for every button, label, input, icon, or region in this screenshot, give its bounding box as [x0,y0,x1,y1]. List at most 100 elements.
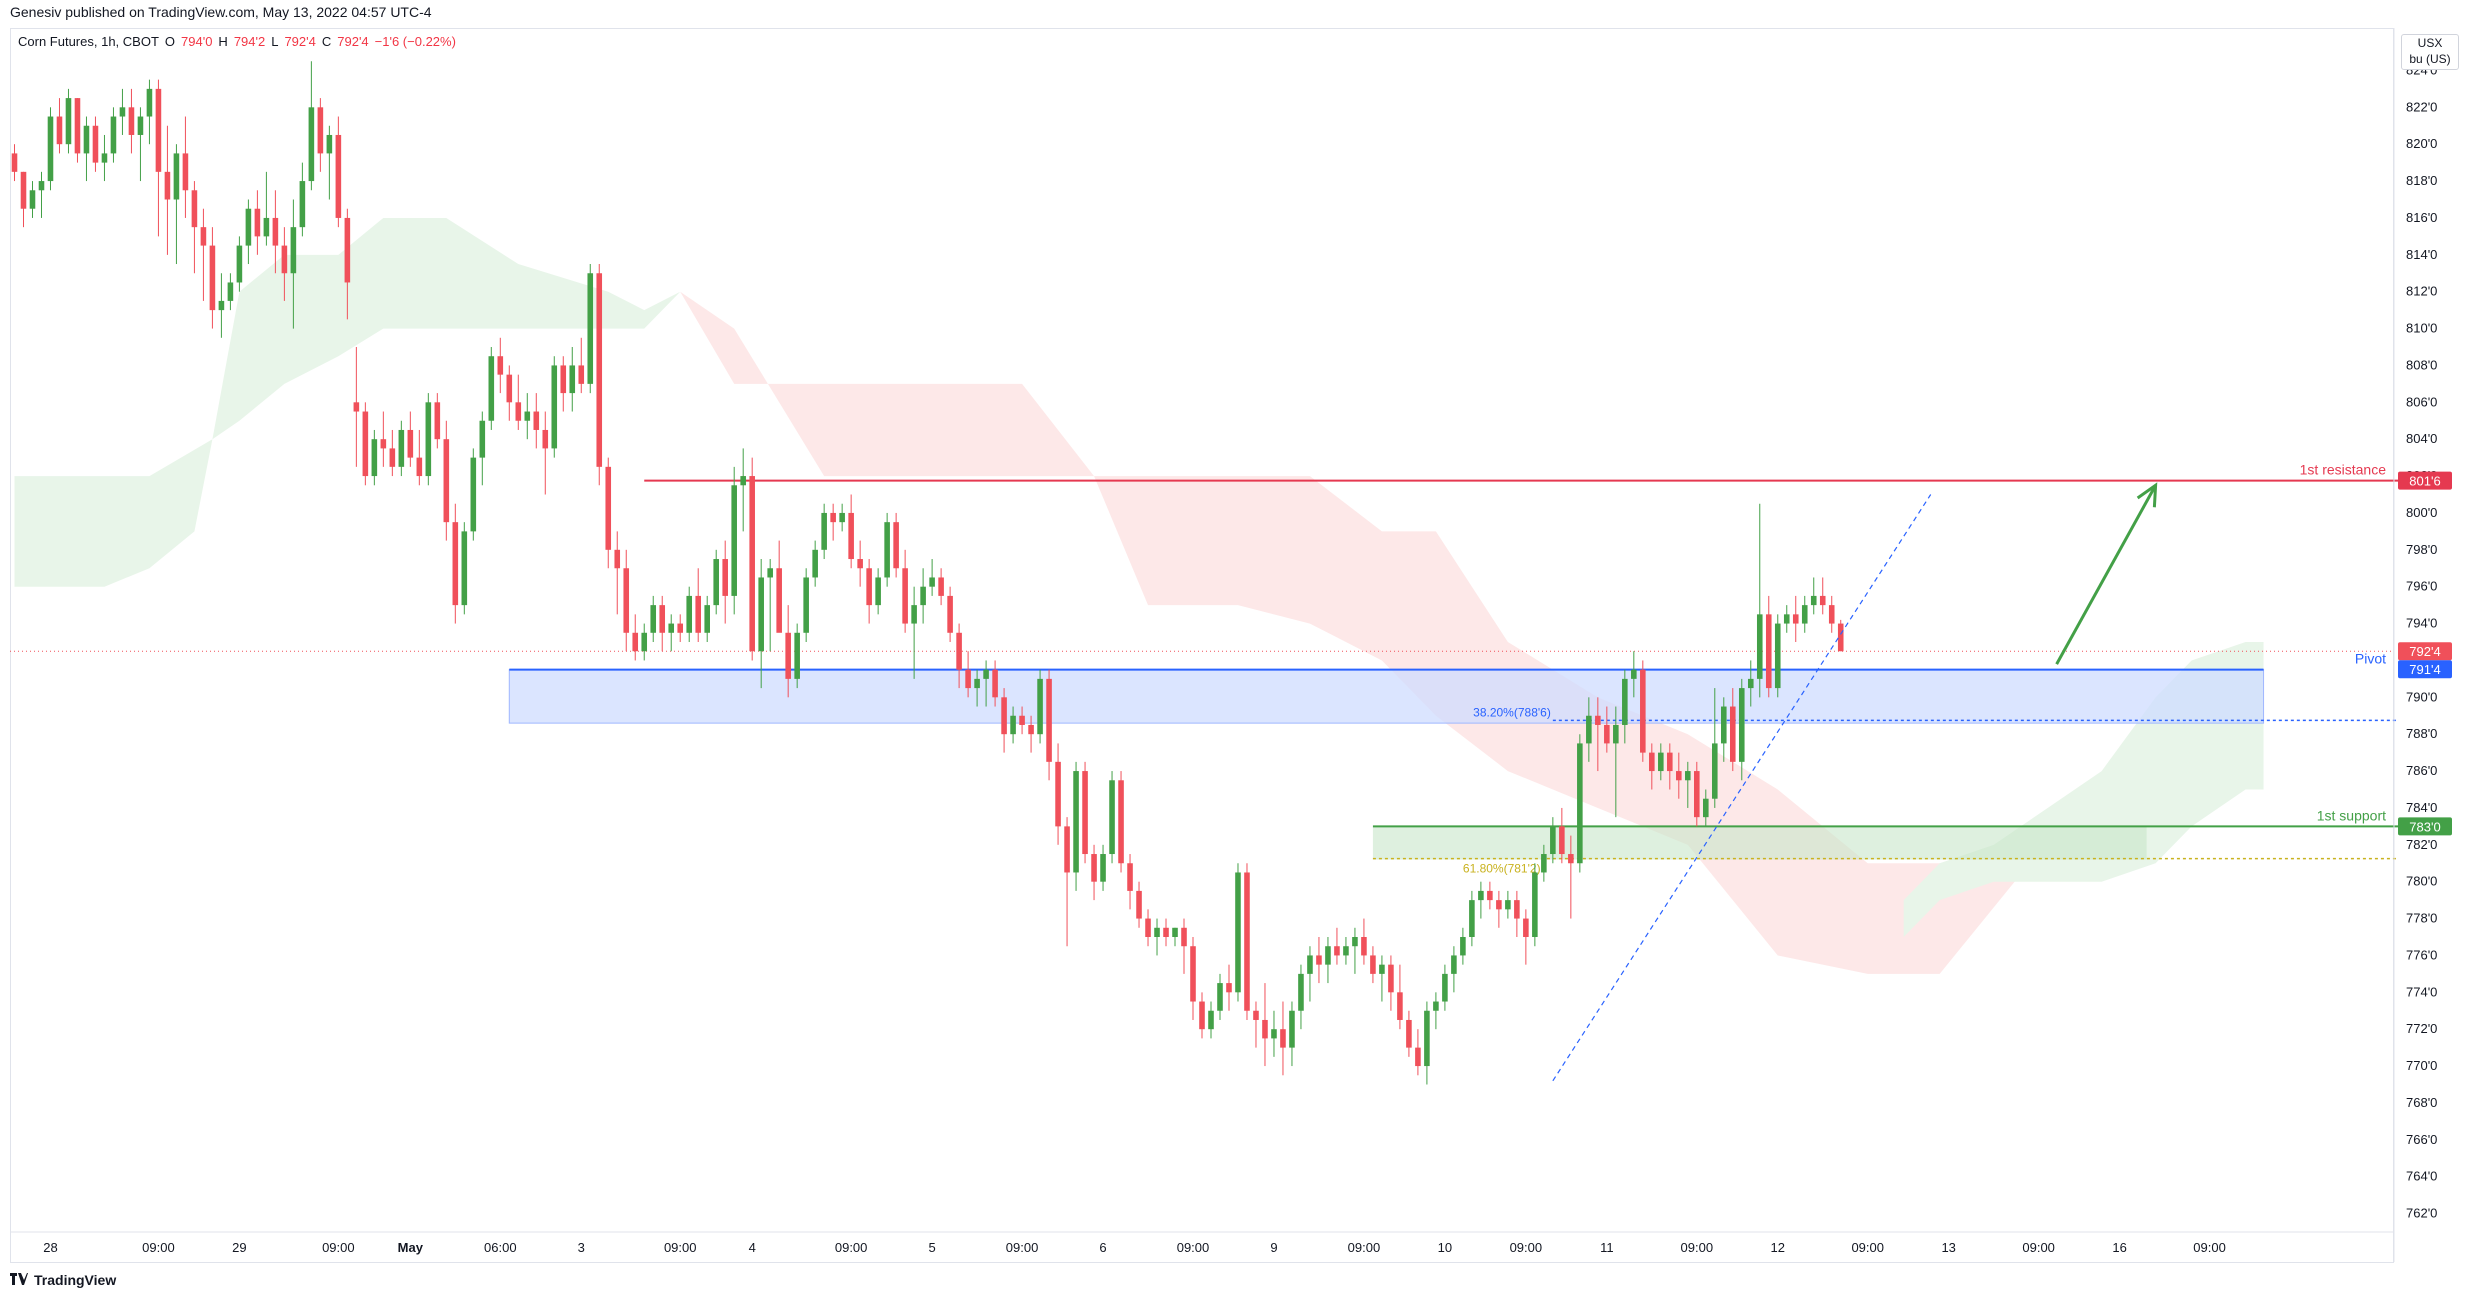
candle-body [1235,872,1241,993]
candle [425,393,432,486]
candle-body [1649,752,1655,772]
candle [1541,844,1547,882]
candle-body [317,107,324,154]
candle [1711,688,1718,808]
candle-body [623,568,630,633]
candle-body [1073,771,1079,873]
candle-body [128,107,135,135]
candle-body [1460,937,1466,956]
open-label: O [164,34,176,49]
candle [965,651,971,698]
candle [920,568,926,624]
candle [119,88,126,135]
candle-body [371,439,378,477]
candle [83,116,90,182]
candle-body [479,420,486,458]
candle [1568,835,1574,919]
candle [848,494,854,569]
candle [344,208,351,320]
candle-body [488,356,495,421]
candle [1073,761,1079,891]
candle-body [1118,780,1124,864]
candle [1469,890,1475,947]
candle-body [299,181,306,228]
candle [434,393,441,449]
time-tick: May [398,1240,424,1255]
candle-body [1819,595,1826,606]
candle [605,457,612,569]
candle [1262,983,1268,1067]
candle-body [1370,955,1376,974]
candle [56,98,63,154]
candle-body [1442,973,1448,1002]
price-tick: 780'0 [2406,874,2437,889]
candle-body [1091,854,1097,882]
candle [497,337,504,394]
candle [1037,669,1043,744]
candle-body [1388,964,1394,993]
price-tick: 782'0 [2406,837,2437,852]
candle-body [389,448,396,467]
candle-body [992,669,998,698]
time-tick: 6 [1099,1240,1106,1255]
candle-body [83,125,90,154]
zones [508,669,2265,860]
candle [992,660,998,707]
candle-body [290,227,297,274]
candle-body [1145,918,1151,937]
candle [758,559,764,689]
candle [1460,927,1466,965]
candle-body [1586,715,1592,744]
open-value: 794'0 [181,34,213,49]
candle-body [1379,964,1385,974]
candle-body [911,605,917,624]
candle-body [524,411,531,421]
candle [722,540,728,624]
candle [38,171,45,218]
candle-body [794,632,800,679]
candle [866,559,872,624]
price-tick: 800'0 [2406,505,2437,520]
candle [1100,844,1106,891]
candle [1613,706,1619,818]
candle [1685,761,1691,808]
price-tick: 762'0 [2406,1206,2437,1221]
time-tick: 09:00 [322,1240,355,1255]
candle [74,98,81,163]
currency-unit-button[interactable]: USX bu (US) [2401,34,2459,70]
price-tick: 816'0 [2406,210,2437,225]
candle-body [29,190,36,209]
candle [173,144,180,265]
candle-body [461,531,468,606]
candle-body [173,153,180,200]
candle [1307,946,1313,1002]
candle [137,107,144,182]
candle-body [1604,724,1610,744]
candle-body [1532,872,1538,937]
candle [29,181,36,218]
candle-body [1738,688,1745,762]
candle [1352,927,1358,974]
candle [560,356,567,412]
candle-body [1433,1001,1439,1011]
candle [317,98,324,172]
candle [641,623,648,661]
candle [443,420,450,541]
candle-body [1487,890,1493,901]
support-label: 1st support [2317,807,2386,823]
candle-body [92,125,99,163]
candle [1694,761,1700,827]
candle-body [1262,1019,1268,1039]
candle [578,337,585,394]
candle-body [1163,927,1169,937]
candle-body [1550,826,1556,855]
candle-body [1037,678,1043,735]
candle-body [1694,771,1700,818]
candle [1154,918,1160,956]
candle-body [731,485,737,596]
candle [1361,918,1367,965]
candle [1828,595,1835,633]
time-tick: 09:00 [142,1240,175,1255]
tradingview-brand[interactable]: TradingView [34,1272,117,1288]
